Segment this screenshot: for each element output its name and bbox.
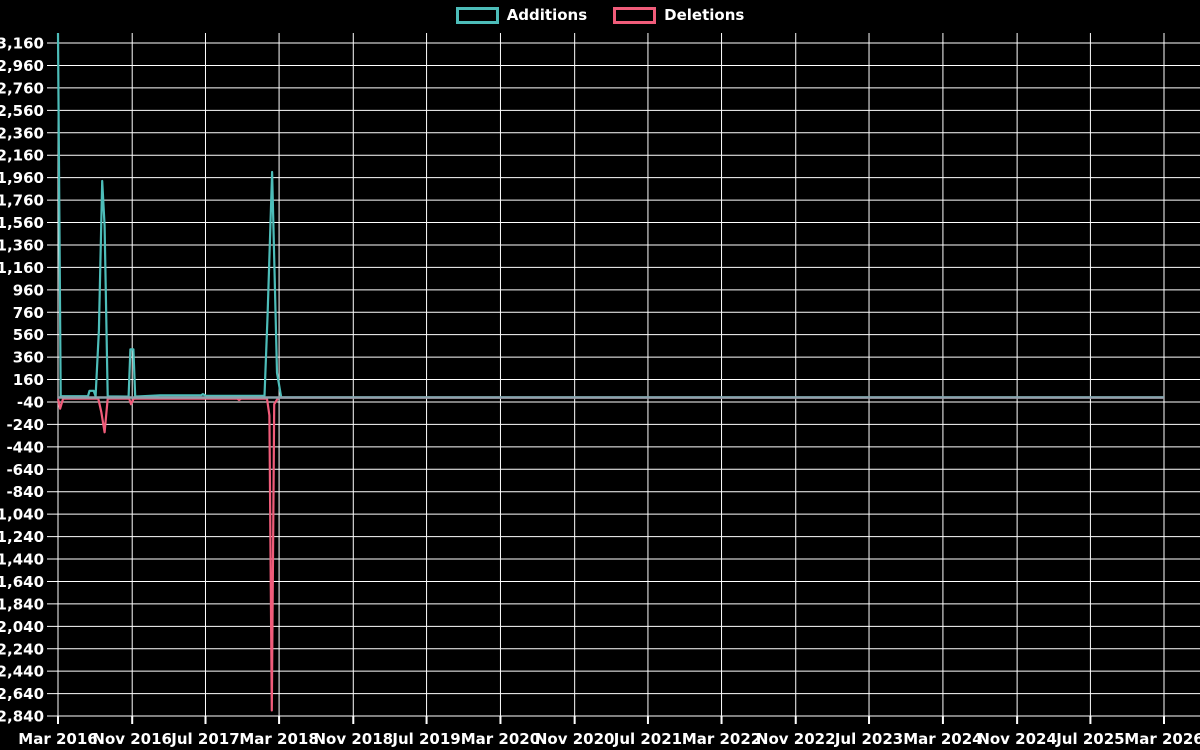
y-tick-label: -2,040 — [0, 618, 44, 636]
additions-line — [56, 32, 1164, 399]
y-tick-label: 2,960 — [0, 57, 44, 75]
y-tick-label: 1,760 — [0, 192, 44, 210]
x-tick-label: Mar 2016 — [18, 730, 97, 748]
legend-label-additions: Additions — [506, 6, 588, 24]
x-tick-label: Nov 2020 — [535, 730, 615, 748]
y-tick-label: 2,560 — [0, 102, 44, 120]
y-tick-label: 2,160 — [0, 147, 44, 165]
y-tick-label: -240 — [6, 416, 44, 434]
chart-legend: Additions Deletions — [0, 7, 1200, 24]
additions-swatch-icon — [455, 7, 499, 24]
deletions-swatch-icon — [613, 7, 657, 24]
y-tick-label: 960 — [13, 281, 44, 299]
x-tick-label: Mar 2022 — [682, 730, 761, 748]
x-tick-label: Nov 2018 — [313, 730, 393, 748]
y-tick-label: -2,240 — [0, 640, 44, 658]
x-tick-label: Jul 2017 — [170, 730, 239, 748]
x-tick-label: Mar 2024 — [903, 730, 982, 748]
x-tick-label: Jul 2019 — [391, 730, 460, 748]
y-tick-label: 1,160 — [0, 259, 44, 277]
y-tick-label: -840 — [6, 483, 44, 501]
x-tick-label: Nov 2022 — [756, 730, 836, 748]
y-tick-label: 560 — [13, 326, 44, 344]
y-tick-label: -2,840 — [0, 708, 44, 726]
y-tick-label: -1,840 — [0, 595, 44, 613]
y-tick-label: 3,160 — [0, 35, 44, 53]
y-tick-label: 1,560 — [0, 214, 44, 232]
y-tick-label: -1,240 — [0, 528, 44, 546]
legend-item-deletions[interactable]: Deletions — [613, 7, 744, 24]
y-tick-label: -40 — [17, 393, 44, 411]
y-tick-label: 360 — [13, 349, 44, 367]
y-tick-label: 2,760 — [0, 79, 44, 97]
y-tick-label: 1,960 — [0, 169, 44, 187]
y-tick-label: -1,040 — [0, 506, 44, 524]
y-tick-label: -1,640 — [0, 573, 44, 591]
y-tick-label: -2,640 — [0, 685, 44, 703]
deletions-line — [56, 396, 1164, 712]
x-tick-label: Mar 2018 — [239, 730, 318, 748]
x-tick-label: Nov 2024 — [977, 730, 1057, 748]
y-tick-label: -640 — [6, 461, 44, 479]
x-tick-label: Mar 2026 — [1124, 730, 1200, 748]
legend-label-deletions: Deletions — [664, 6, 745, 24]
y-tick-label: 2,360 — [0, 124, 44, 142]
x-tick-label: Jul 2021 — [613, 730, 682, 748]
x-tick-label: Jul 2025 — [1055, 730, 1124, 748]
y-tick-label: 160 — [13, 371, 44, 389]
x-tick-label: Jul 2023 — [834, 730, 903, 748]
y-tick-label: -440 — [6, 438, 44, 456]
x-tick-label: Mar 2020 — [461, 730, 540, 748]
y-tick-label: -1,440 — [0, 551, 44, 569]
y-tick-label: 1,360 — [0, 236, 44, 254]
x-tick-label: Nov 2016 — [92, 730, 172, 748]
y-tick-label: 760 — [13, 304, 44, 322]
legend-item-additions[interactable]: Additions — [455, 6, 588, 24]
y-tick-label: -2,440 — [0, 663, 44, 681]
